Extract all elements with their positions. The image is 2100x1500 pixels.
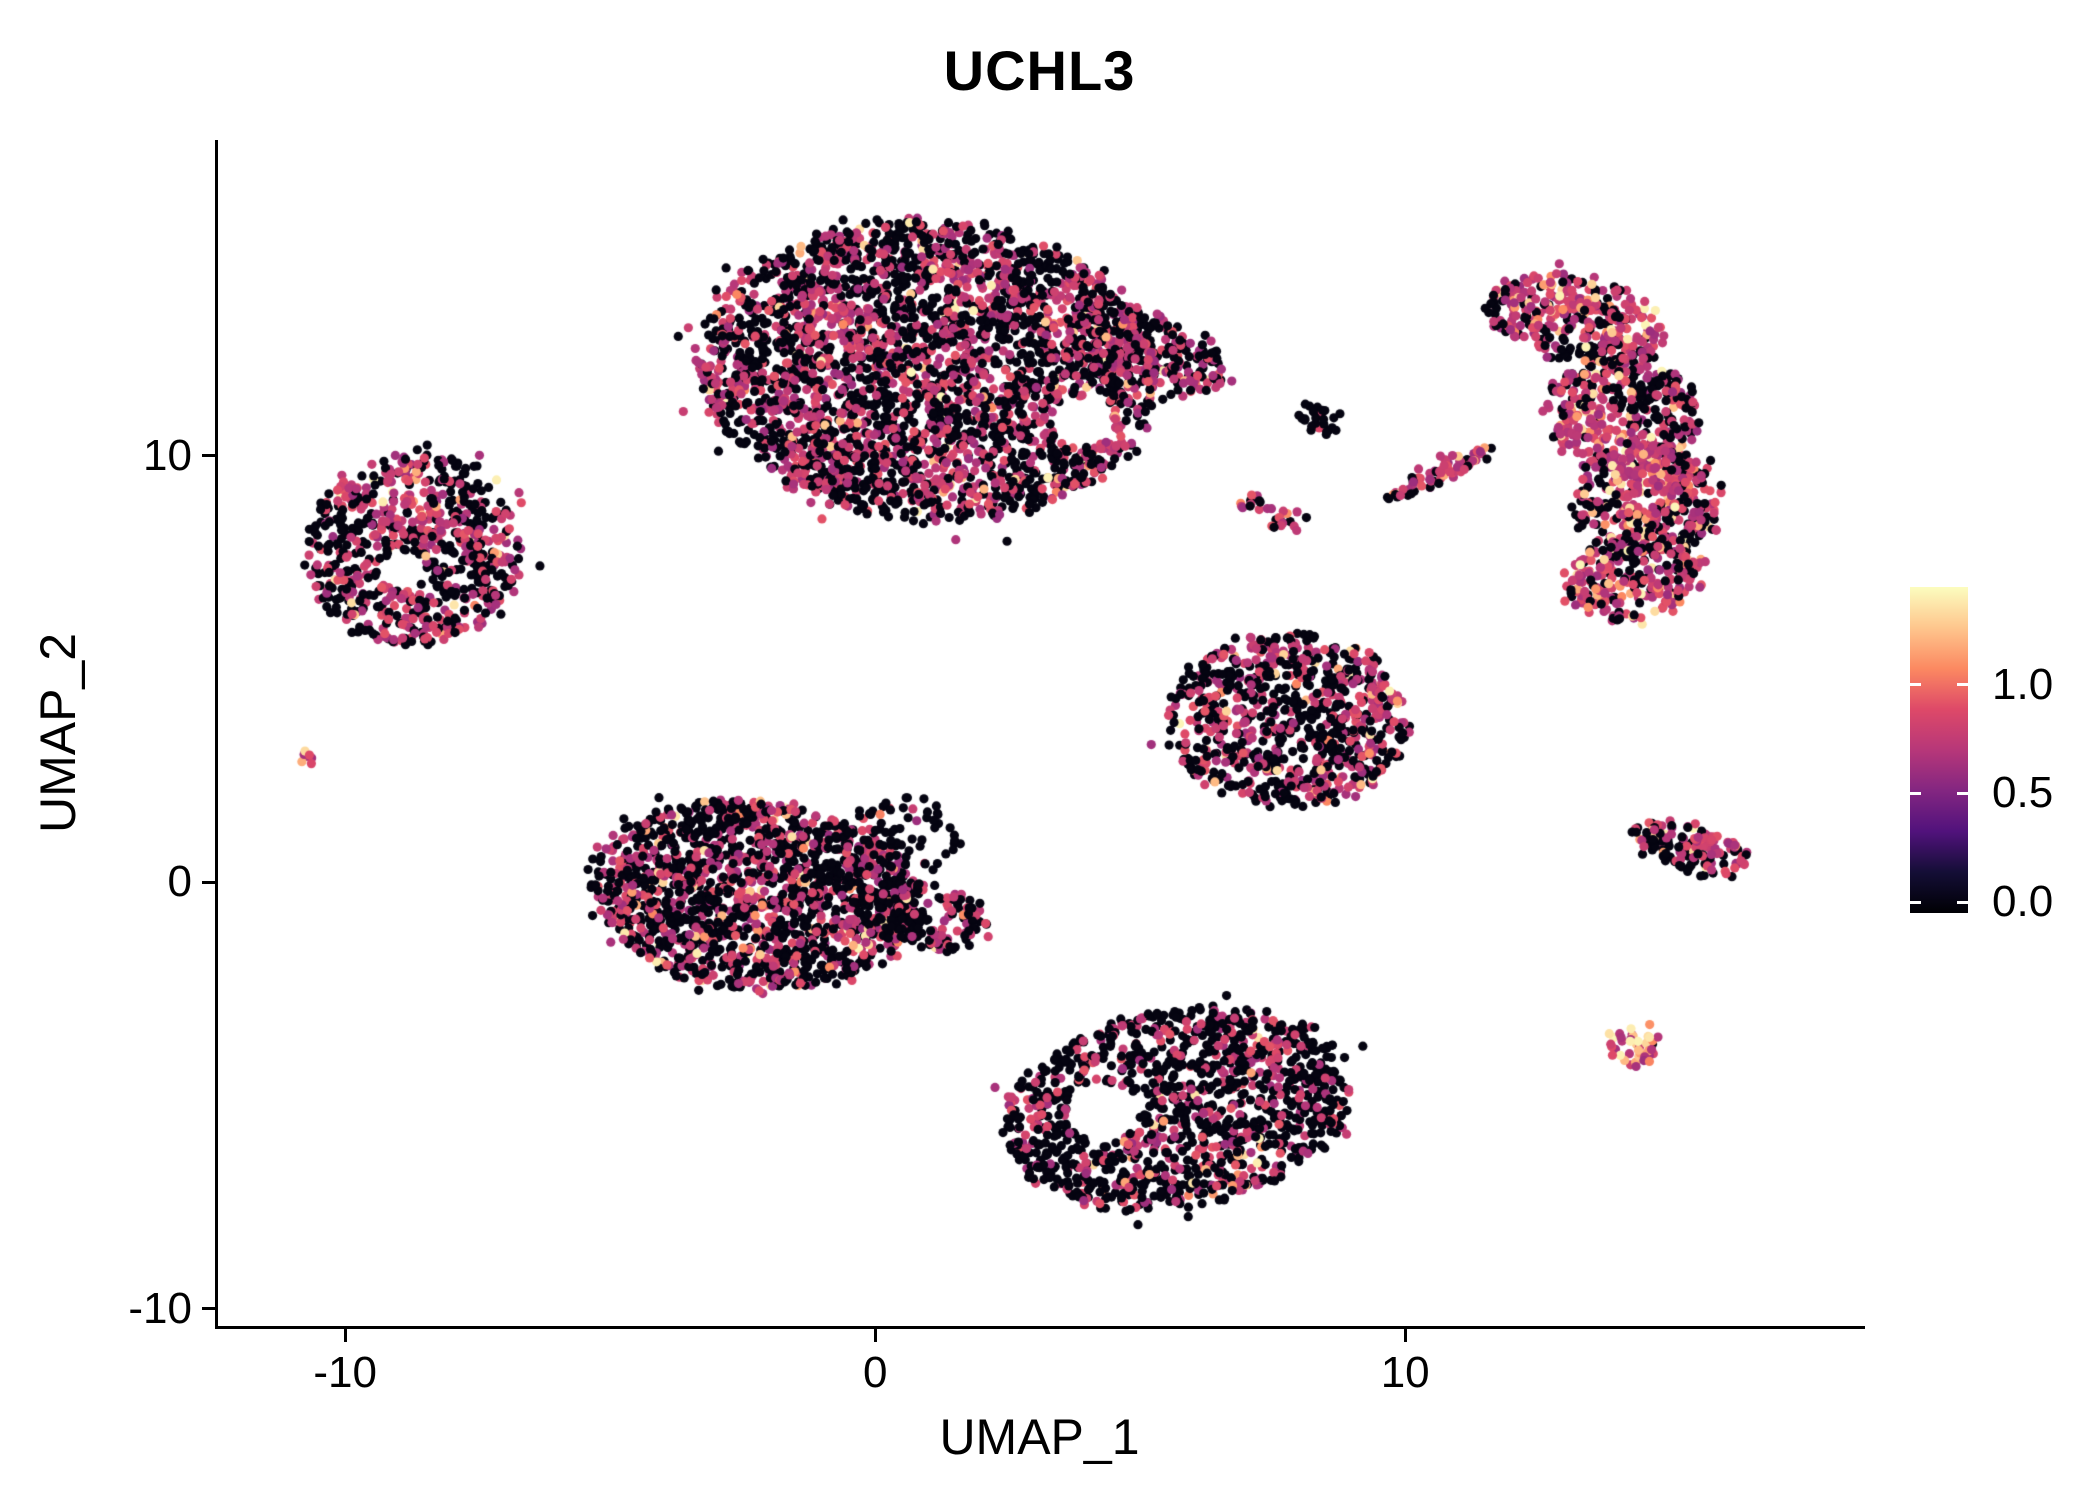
- colorbar-label: 0.0: [1992, 877, 2054, 927]
- scatter-points-canvas: [218, 140, 1861, 1326]
- plot-panel: [218, 140, 1861, 1326]
- colorbar-tick: [1957, 683, 1968, 687]
- x-axis-title: UMAP_1: [939, 1409, 1140, 1465]
- y-tick-label: -10: [128, 1283, 192, 1333]
- colorbar-label: 0.5: [1992, 768, 2054, 818]
- x-axis-line: [215, 1326, 1865, 1329]
- plot-title: UCHL3: [943, 39, 1136, 102]
- x-tick-label: 0: [862, 1348, 888, 1397]
- colorbar-tick: [1910, 791, 1921, 795]
- x-tick-mark: [873, 1329, 877, 1342]
- x-tick-mark: [343, 1329, 347, 1342]
- colorbar-tick: [1957, 791, 1968, 795]
- x-tick-label: -10: [313, 1348, 377, 1397]
- y-tick-mark: [202, 454, 215, 458]
- colorbar-tick: [1910, 900, 1921, 904]
- y-tick-label: 0: [167, 857, 192, 907]
- y-axis-line: [215, 140, 218, 1329]
- x-tick-mark: [1403, 1329, 1407, 1342]
- colorbar-tick: [1910, 683, 1921, 687]
- colorbar-tick: [1957, 900, 1968, 904]
- x-tick-label: 10: [1380, 1348, 1430, 1397]
- colorbar-gradient: [1910, 587, 1968, 913]
- colorbar-label: 1.0: [1992, 659, 2054, 709]
- y-tick-mark: [202, 1307, 215, 1311]
- y-tick-mark: [202, 880, 215, 884]
- y-tick-label: 10: [143, 430, 192, 480]
- y-axis-title: UMAP_2: [30, 632, 86, 834]
